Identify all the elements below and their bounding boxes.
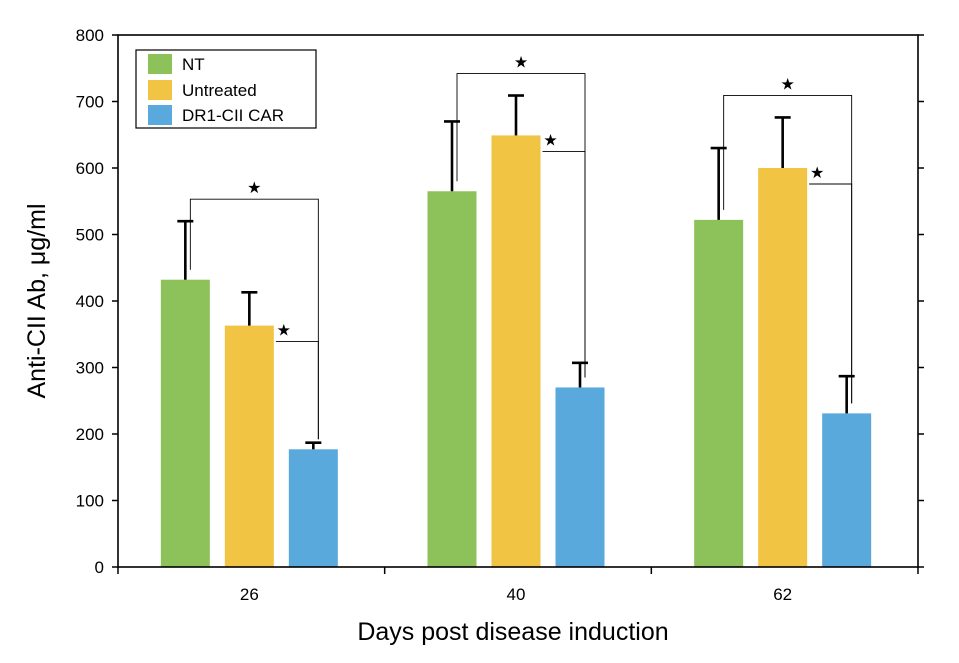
y-tick-label: 300 xyxy=(76,359,104,378)
bar xyxy=(288,449,338,567)
significance-star: ★ xyxy=(277,323,291,340)
y-axis-label: Anti-CII Ab, μg/ml xyxy=(23,203,51,398)
y-tick-label: 200 xyxy=(76,425,104,444)
legend-swatch-untreated xyxy=(148,80,172,100)
x-tick-label: 40 xyxy=(507,585,526,604)
significance-star: ★ xyxy=(810,165,824,182)
bar xyxy=(427,191,477,567)
legend-swatch-nt xyxy=(148,54,172,74)
legend: NT Untreated DR1-CII CAR xyxy=(135,49,317,129)
significance-star: ★ xyxy=(543,132,557,149)
y-tick-label: 600 xyxy=(76,159,104,178)
y-tick-label: 500 xyxy=(76,226,104,245)
y-tick-label: 0 xyxy=(95,558,104,577)
bar xyxy=(758,168,808,567)
bar xyxy=(160,279,210,567)
significance-star: ★ xyxy=(247,180,261,197)
y-tick-label: 800 xyxy=(76,26,104,45)
legend-swatch-car xyxy=(148,105,172,125)
significance-bracket xyxy=(809,183,853,404)
legend-label-nt: NT xyxy=(182,55,205,74)
x-tick-label: 26 xyxy=(240,585,259,604)
plot-frame xyxy=(117,34,919,568)
significance-star: ★ xyxy=(780,76,794,93)
x-tick-label: 62 xyxy=(773,585,792,604)
bar xyxy=(224,325,274,567)
plot-area: 0 100 200 300 400 500 600 700 800 26 40 62 ★ ★ ★ ★ ★ ★ xyxy=(76,26,924,604)
significance-bracket xyxy=(275,341,319,440)
y-tick-label: 100 xyxy=(76,492,104,511)
significance-star: ★ xyxy=(514,55,528,72)
y-tick-label: 700 xyxy=(76,93,104,112)
legend-label-car: DR1-CII CAR xyxy=(182,106,284,125)
y-tick-label: 400 xyxy=(76,292,104,311)
x-axis-label: Days post disease induction xyxy=(357,618,668,646)
significance-bracket xyxy=(542,150,586,378)
legend-label-untreated: Untreated xyxy=(182,81,257,100)
bar xyxy=(491,135,541,568)
significance-bracket xyxy=(189,198,319,440)
bar xyxy=(555,387,605,567)
bar xyxy=(694,219,744,567)
bar xyxy=(822,413,872,567)
